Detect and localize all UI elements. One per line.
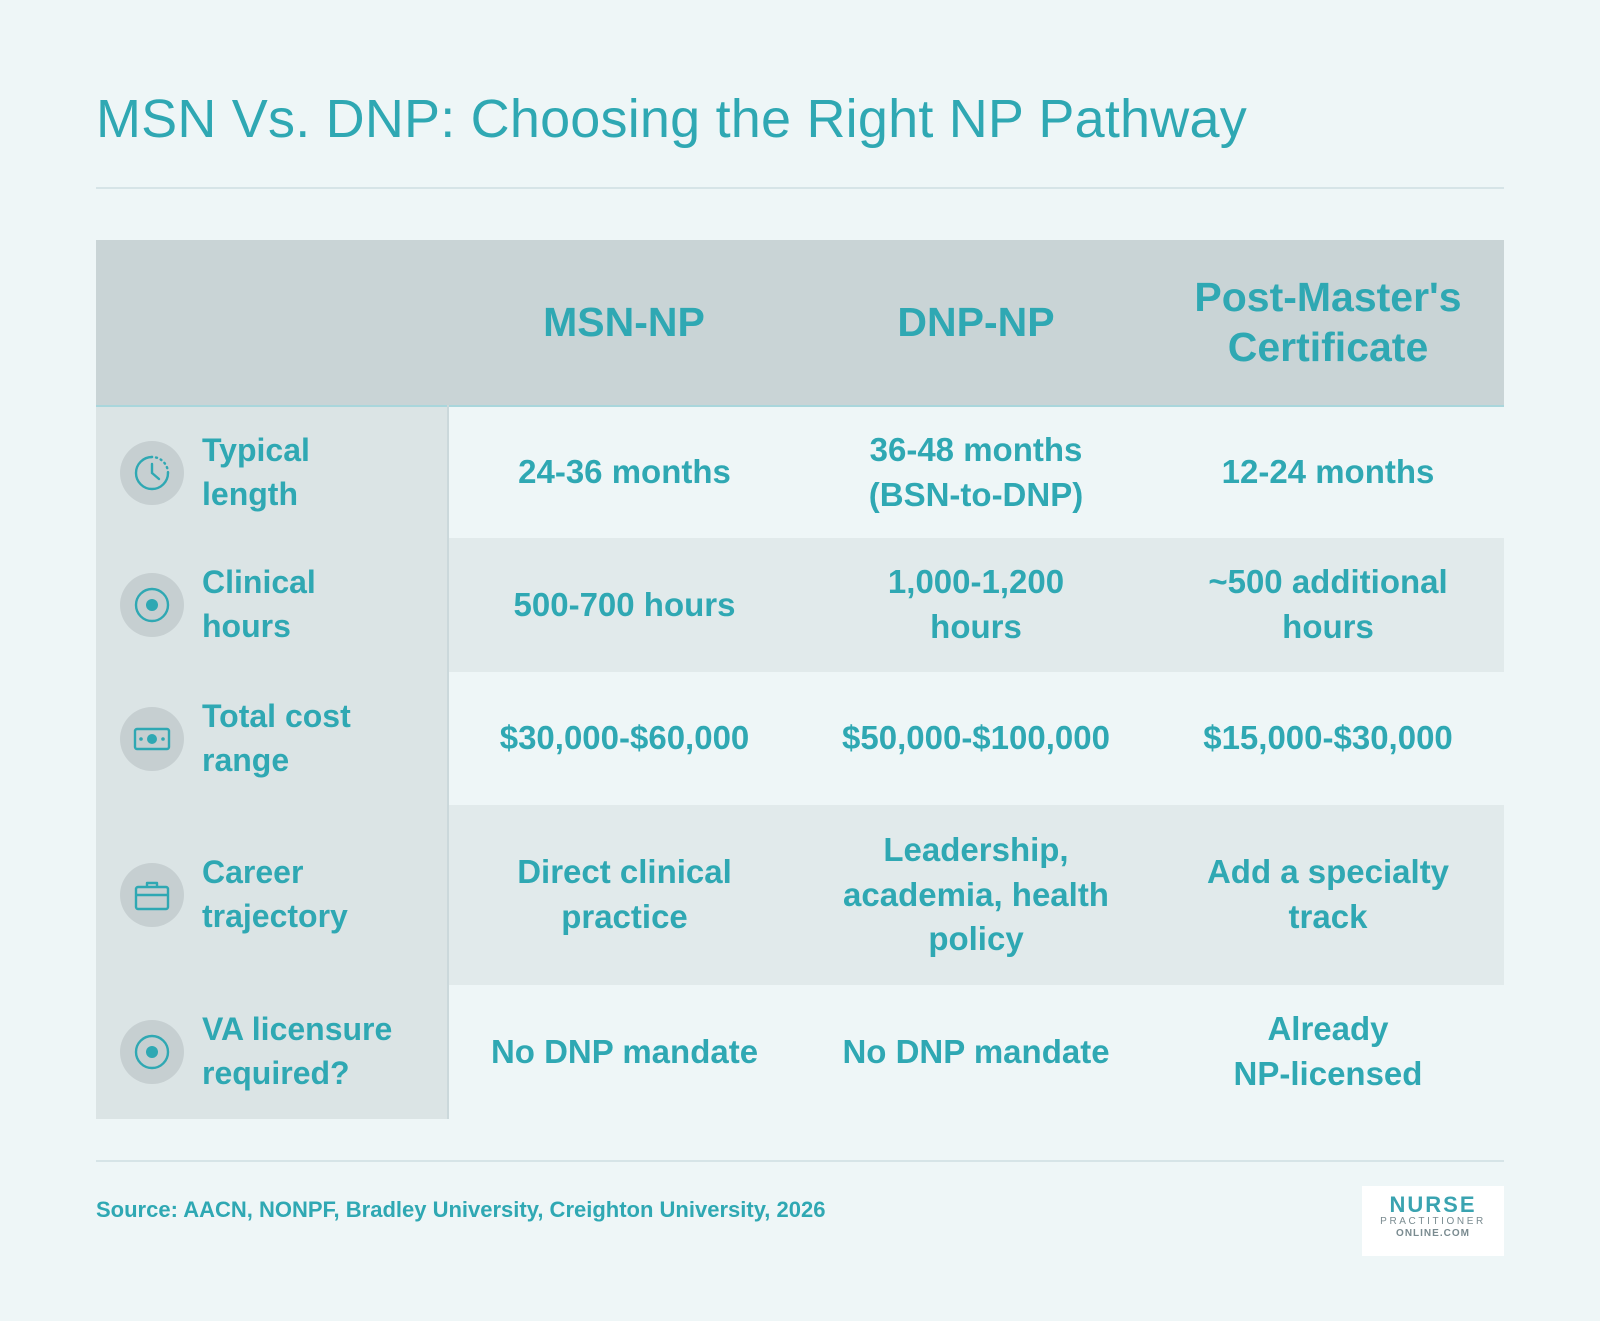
table-row: Total cost range $30,000-$60,000 $50,000… (96, 672, 1504, 805)
table-cell: ~500 additional hours (1152, 538, 1504, 672)
row-label: Career trajectory (202, 854, 348, 934)
column-header-msn-np: MSN-NP (543, 298, 705, 345)
target-icon (120, 573, 184, 637)
table-cell: Already NP-licensed (1152, 985, 1504, 1119)
row-label: Total cost range (202, 697, 351, 778)
logo-line-3: ONLINE.COM (1396, 1228, 1470, 1239)
clock-icon (120, 440, 184, 505)
row-label-cell: Total cost range (96, 672, 449, 805)
logo-line-1: NURSE (1389, 1192, 1477, 1217)
table-cell: $50,000-$100,000 (800, 672, 1152, 805)
money-icon (120, 706, 184, 771)
briefcase-icon (120, 863, 184, 927)
row-label-cell: Clinical hours (96, 538, 449, 672)
table-cell: 1,000-1,200 hours (800, 538, 1152, 672)
column-header-dnp-np: DNP-NP (897, 298, 1055, 345)
table-cell: $15,000-$30,000 (1152, 672, 1504, 805)
table-row: VA licensure required? No DNP mandate No… (96, 985, 1504, 1119)
table-cell: 24-36 months (448, 406, 800, 538)
row-label-cell: Typical length (96, 406, 449, 538)
target-icon (120, 1020, 184, 1084)
row-label: Clinical hours (202, 564, 316, 644)
site-logo: NURSE PRACTITIONER ONLINE.COM (1362, 1186, 1504, 1256)
comparison-table: MSN-NP DNP-NP Post-Master's Certificate … (96, 240, 1504, 1119)
table-row: Clinical hours 500-700 hours 1,000-1,200… (96, 538, 1504, 672)
table-cell: $30,000-$60,000 (448, 672, 800, 805)
table-cell: 12-24 months (1152, 406, 1504, 538)
column-header-post-masters-certificate: Post-Master's Certificate (1194, 274, 1462, 370)
page-title: MSN Vs. DNP: Choosing the Right NP Pathw… (96, 89, 1247, 149)
table-cell: No DNP mandate (448, 985, 800, 1119)
table-row: Career trajectory Direct clinical practi… (96, 805, 1504, 985)
logo-line-2: PRACTITIONER (1380, 1216, 1486, 1227)
row-label: Typical length (202, 431, 310, 512)
row-label: VA licensure required? (202, 1011, 393, 1091)
row-label-cell: Career trajectory (96, 805, 449, 985)
table-cell: Leadership, academia, health policy (800, 805, 1152, 985)
table-row: Typical length 24-36 months 36-48 months… (96, 406, 1504, 538)
source-note: Source: AACN, NONPF, Bradley University,… (96, 1197, 826, 1222)
title-divider (96, 187, 1504, 189)
table-cell: 36-48 months (BSN-to-DNP) (800, 406, 1152, 538)
header-empty-cell (96, 240, 448, 406)
table-cell: Direct clinical practice (448, 805, 800, 985)
row-label-cell: VA licensure required? (96, 985, 449, 1119)
table-cell: 500-700 hours (448, 538, 800, 672)
table-cell: Add a specialty track (1152, 805, 1504, 985)
table-cell: No DNP mandate (800, 985, 1152, 1119)
footer-divider (96, 1160, 1504, 1162)
table-header-row: MSN-NP DNP-NP Post-Master's Certificate (96, 240, 1504, 406)
